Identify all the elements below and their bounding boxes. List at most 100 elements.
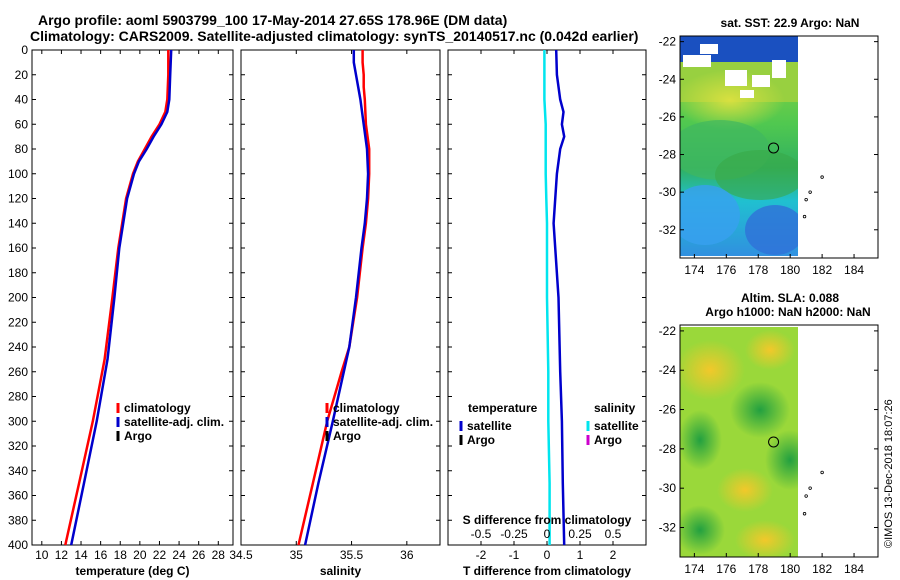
series-line-satellite [69,49,173,546]
y-tick-label: 360 [8,489,28,503]
legend-label-argo: Argo [124,429,152,443]
figure-title-line1: Argo profile: aoml 5903799_100 17-May-20… [38,12,508,28]
series-line-climatology [64,50,170,546]
legend-label-climatology: climatology [124,401,191,415]
y-tick-label: 380 [8,513,28,527]
y-tick-label: 40 [15,93,29,107]
figure-title-line2: Climatology: CARS2009. Satellite-adjuste… [30,28,639,44]
salinity-panel: 34.5 35 35.5 36 salinity climatologysatellite… [229,49,441,578]
island-marker [808,486,812,490]
x-tick-label: 2 [610,548,617,562]
y-tick-label: 120 [8,192,28,206]
x-tick-label: 35 [290,548,304,562]
s-tick-label: 0.25 [568,527,592,541]
lat-tick-label: -26 [659,110,677,124]
y-tick-label: 140 [8,216,28,230]
series-line-satellite [303,50,370,546]
x-tick-label: 0 [544,548,551,562]
x-tick-label: 36 [400,548,414,562]
sla-map-image [680,327,798,557]
lat-tick-label: -32 [659,223,677,237]
x-axis-label: salinity [320,564,362,578]
lon-tick-label: 184 [844,263,864,277]
argo-position-marker [768,436,780,448]
s-tick-label: -0.5 [471,527,492,541]
lon-tick-label: 182 [812,562,832,576]
x-axis-label: temperature (deg C) [75,564,189,578]
lat-tick-label: -28 [659,148,677,162]
y-tick-label: 0 [21,43,28,57]
legend-title-salinity: salinity [594,401,636,415]
lon-tick-label: 174 [684,562,704,576]
lon-tick-label: 178 [748,263,768,277]
y-tick-label: 160 [8,241,28,255]
legend-title-temperature: temperature [468,401,538,415]
sla-map: -22 -24 -26 -28 -30 -32 174 176 178 180 182 184 [659,324,879,576]
x-tick-label: 22 [153,548,167,562]
y-tick-label: 60 [15,117,29,131]
legend-label-satellite: satellite-adj. clim. [124,415,224,429]
lat-tick-label: -22 [659,324,677,338]
y-tick-label: 180 [8,266,28,280]
island-marker [802,214,807,219]
sla-map-title-2: Argo h1000: NaN h2000: NaN [705,305,871,319]
island-marker [804,197,808,202]
y-tick-label: 200 [8,291,28,305]
x-tick-label: -1 [509,548,520,562]
x-tick-label: 20 [133,548,147,562]
x-tick-label: 18 [114,548,128,562]
lon-tick-label: 178 [748,562,768,576]
legend-label-satellite: satellite-adj. clim. [333,415,433,429]
difference-panel: -2 -1 0 1 2 T difference from climatology temp… [447,49,647,578]
island-marker [802,512,807,516]
lon-tick-label: 184 [844,562,864,576]
map-frame [679,324,879,558]
x-tick-label: 26 [192,548,206,562]
legend-label-climatology: climatology [333,401,400,415]
series-line-satellite [552,49,566,546]
y-tick-label: 220 [8,315,28,329]
y-tick-label: 400 [8,538,28,552]
x-tick-label: 35.5 [340,548,364,562]
lat-tick-label: -24 [659,363,677,377]
copyright-text: ©IMOS 13-Dec-2018 18:07:26 [883,399,895,548]
y-tick-label: 280 [8,390,28,404]
lat-tick-label: -30 [659,185,677,199]
lon-tick-label: 176 [716,263,736,277]
lon-tick-label: 176 [716,562,736,576]
island-marker [820,175,824,179]
legend-label-argo: Argo [333,429,361,443]
y-tick-label: 320 [8,439,28,453]
s-tick-label: -0.25 [500,527,528,541]
x-axis-label: T difference from climatology [463,564,631,578]
sst-map-title: sat. SST: 22.9 Argo: NaN [720,16,860,30]
legend-label-t-argo: Argo [467,433,495,447]
y-tick-label: 240 [8,340,28,354]
legend-label-s-argo_salinity: Argo [594,433,622,447]
argo-position-marker [768,142,780,154]
plot-frame [240,49,441,546]
y-tick-label: 300 [8,414,28,428]
sst-map: -22 -24 -26 -28 -30 -32 174 176 178 180 182 184 [659,35,879,277]
lat-tick-label: -30 [659,481,677,495]
x-tick-label: 28 [212,548,226,562]
x-tick-label: 34.5 [229,548,253,562]
x-tick-label: 1 [577,548,584,562]
lon-tick-label: 180 [780,263,800,277]
x-tick-label: -2 [476,548,487,562]
lon-tick-label: 182 [812,263,832,277]
lat-tick-label: -24 [659,72,677,86]
plot-frame [31,49,234,546]
series-line-satellite_salinity [543,50,551,545]
legend-label-s-satellite_salinity: satellite [594,419,639,433]
x-tick-label: 16 [94,548,108,562]
lon-tick-label: 180 [780,562,800,576]
y-tick-label: 80 [15,142,29,156]
temperature-panel: 0 20 40 60 80 100 120 140 160 180 200 220 240 260 280 3… [8,43,234,578]
s-tick-label: 0 [544,527,551,541]
x-tick-label: 12 [55,548,69,562]
y-tick-label: 20 [15,68,29,82]
island-marker [804,494,808,498]
x-tick-label: 14 [74,548,88,562]
